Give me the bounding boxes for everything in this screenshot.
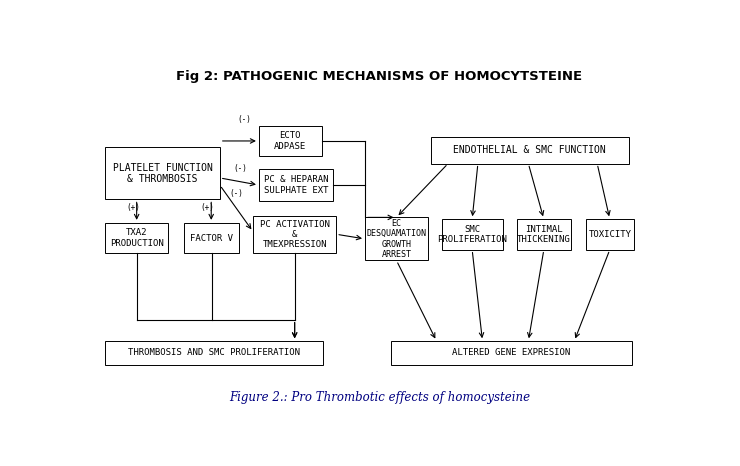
Text: TOXICITY: TOXICITY [588,230,631,239]
FancyBboxPatch shape [365,217,428,260]
FancyBboxPatch shape [517,219,571,250]
FancyBboxPatch shape [259,169,333,201]
FancyBboxPatch shape [443,219,502,250]
Text: PC & HEPARAN
SULPHATE EXT: PC & HEPARAN SULPHATE EXT [264,175,329,195]
Text: (-): (-) [234,164,247,173]
FancyBboxPatch shape [259,126,322,157]
FancyBboxPatch shape [253,216,336,254]
Text: Figure 2.: Pro Thrombotic effects of homocysteine: Figure 2.: Pro Thrombotic effects of hom… [229,391,530,404]
Text: ENDOTHELIAL & SMC FUNCTION: ENDOTHELIAL & SMC FUNCTION [454,145,606,155]
FancyBboxPatch shape [105,147,220,199]
FancyBboxPatch shape [391,341,631,364]
FancyBboxPatch shape [105,223,168,254]
Text: (+): (+) [201,203,214,212]
Text: SMC
PROLIFERATION: SMC PROLIFERATION [437,225,508,244]
Text: EC
DESQUAMATION
GROWTH
ARREST: EC DESQUAMATION GROWTH ARREST [366,219,426,259]
Text: Fig 2: PATHOGENIC MECHANISMS OF HOMOCYTSTEINE: Fig 2: PATHOGENIC MECHANISMS OF HOMOCYTS… [176,70,582,83]
Text: (+): (+) [127,203,141,212]
Text: FACTOR V: FACTOR V [190,233,233,242]
Text: ECTO
ADPASE: ECTO ADPASE [275,131,306,151]
Text: THROMBOSIS AND SMC PROLIFERATION: THROMBOSIS AND SMC PROLIFERATION [128,349,300,357]
FancyBboxPatch shape [431,137,629,164]
Text: PC ACTIVATION
&
TMEXPRESSION: PC ACTIVATION & TMEXPRESSION [260,219,329,249]
Text: PLATELET FUNCTION
& THROMBOSIS: PLATELET FUNCTION & THROMBOSIS [112,163,212,184]
FancyBboxPatch shape [586,219,634,250]
Text: (-): (-) [229,189,243,198]
Text: TXA2
PRODUCTION: TXA2 PRODUCTION [110,228,164,248]
FancyBboxPatch shape [105,341,323,364]
Text: ALTERED GENE EXPRESION: ALTERED GENE EXPRESION [452,349,571,357]
FancyBboxPatch shape [184,223,239,254]
Text: INTIMAL
THICKENING: INTIMAL THICKENING [517,225,571,244]
Text: (-): (-) [238,115,252,124]
